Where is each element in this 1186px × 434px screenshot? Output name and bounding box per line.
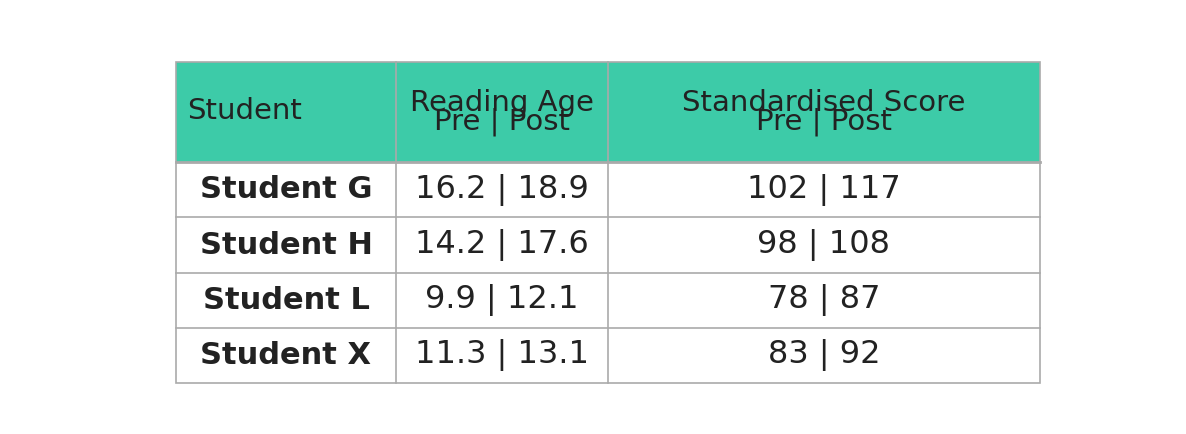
Text: Reading Age: Reading Age xyxy=(410,89,594,117)
Text: 9.9 | 12.1: 9.9 | 12.1 xyxy=(426,284,579,316)
Text: Pre | Post: Pre | Post xyxy=(434,107,570,136)
Text: 16.2 | 18.9: 16.2 | 18.9 xyxy=(415,174,589,206)
Text: 14.2 | 17.6: 14.2 | 17.6 xyxy=(415,229,589,261)
Text: Student X: Student X xyxy=(200,341,371,370)
Text: Student G: Student G xyxy=(199,175,372,204)
Text: 98 | 108: 98 | 108 xyxy=(758,229,891,261)
Bar xyxy=(176,162,1040,217)
Text: 83 | 92: 83 | 92 xyxy=(767,339,880,372)
Bar xyxy=(176,62,1040,162)
Text: 78 | 87: 78 | 87 xyxy=(767,284,880,316)
Text: Student: Student xyxy=(187,96,301,125)
Bar xyxy=(176,217,1040,273)
Text: 11.3 | 13.1: 11.3 | 13.1 xyxy=(415,339,589,372)
Text: 102 | 117: 102 | 117 xyxy=(747,174,900,206)
Text: Student L: Student L xyxy=(203,286,369,315)
Bar xyxy=(176,328,1040,383)
Bar xyxy=(176,273,1040,328)
Text: Student H: Student H xyxy=(199,230,372,260)
Text: Pre | Post: Pre | Post xyxy=(755,107,892,136)
Text: Standardised Score: Standardised Score xyxy=(682,89,965,117)
